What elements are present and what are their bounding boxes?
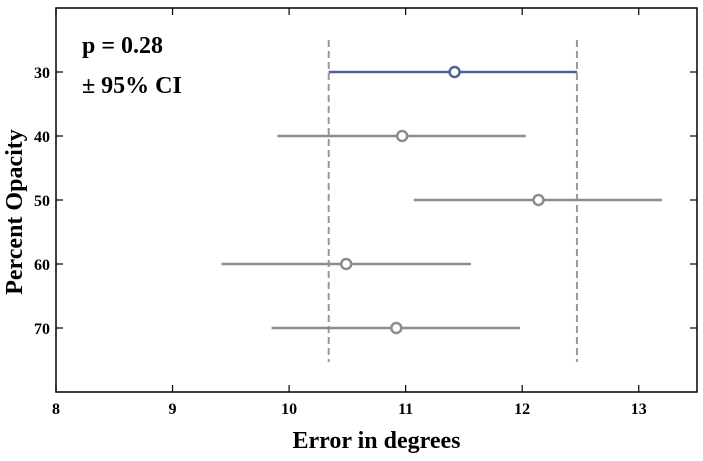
x-tick-label-10: 10 [281,401,297,418]
annotations: p = 0.28 ± 95% CI [82,33,182,99]
point-markers [339,65,545,335]
y-tick-label-30: 30 [34,65,50,82]
point-50 [532,193,545,207]
x-tick-label-13: 13 [631,401,647,418]
annotation-1: p = 0.28 [82,33,163,59]
ci-bars [221,70,663,330]
point-40 [395,129,409,143]
y-axis-label: Percent Opacity [2,129,28,295]
y-tick-label-40: 40 [34,129,50,146]
y-tick-label-60: 60 [34,257,50,274]
point-30 [448,65,461,79]
x-tick-label-11: 11 [398,401,413,418]
y-tick-label-70: 70 [34,321,50,338]
y-tick-label-50: 50 [34,193,50,210]
point-60 [339,257,353,271]
x-axis-ticks: 8 9 10 11 12 13 [52,8,647,418]
x-tick-label-9: 9 [169,401,177,418]
annotation-2: ± 95% CI [82,73,182,99]
x-tick-label-12: 12 [514,401,530,418]
y-axis-ticks: 30 40 50 60 70 [34,65,697,338]
x-axis-label: Error in degrees [293,428,461,454]
x-tick-label-8: 8 [52,401,60,418]
point-70 [390,321,403,335]
